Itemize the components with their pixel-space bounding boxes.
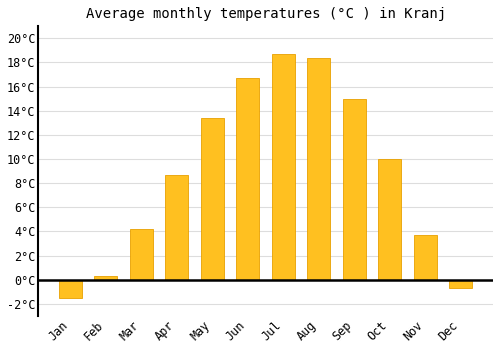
Bar [343,99,366,280]
Bar [166,175,188,280]
Bar [201,118,224,280]
Title: Average monthly temperatures (°C ) in Kranj: Average monthly temperatures (°C ) in Kr… [86,7,446,21]
Bar [378,159,402,280]
Bar [308,58,330,280]
Bar [450,280,472,288]
Bar [414,235,437,280]
Bar [130,229,153,280]
Bar [236,78,260,280]
Bar [94,276,118,280]
Bar [59,280,82,298]
Bar [272,54,295,280]
